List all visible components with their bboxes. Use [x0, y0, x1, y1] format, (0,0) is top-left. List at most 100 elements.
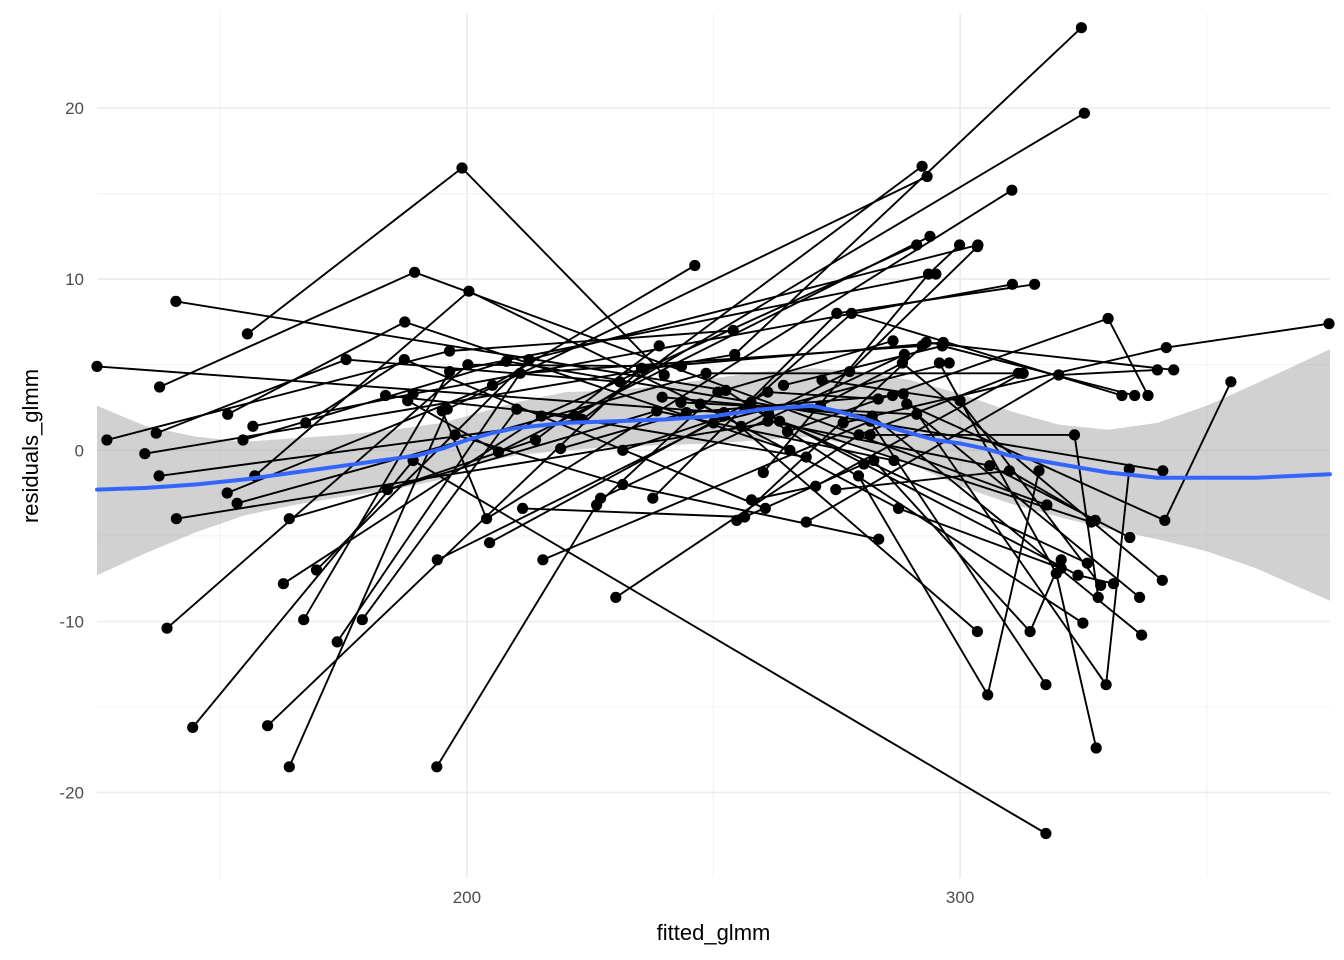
data-point: [830, 484, 842, 496]
data-point: [1089, 514, 1101, 527]
data-point: [1006, 278, 1019, 290]
data-point: [456, 162, 468, 174]
data-point: [449, 429, 461, 441]
y-tick-label: 0: [75, 441, 84, 460]
data-point: [154, 381, 166, 393]
data-point: [943, 357, 955, 369]
data-point: [954, 395, 966, 407]
data-point: [731, 514, 743, 527]
data-point: [150, 427, 162, 439]
data-point: [399, 316, 411, 328]
data-point: [591, 499, 603, 511]
data-point: [984, 460, 996, 472]
y-tick-label: 10: [65, 270, 84, 289]
data-point: [161, 622, 173, 634]
smooth-line: [95, 403, 1332, 492]
data-point: [1078, 107, 1090, 119]
data-point: [936, 340, 948, 352]
data-point: [800, 516, 812, 528]
data-point: [700, 367, 712, 379]
data-point: [221, 487, 233, 499]
data-point: [381, 484, 394, 496]
data-point: [431, 554, 443, 566]
data-point: [1151, 364, 1163, 376]
data-point: [298, 614, 310, 626]
data-point: [864, 429, 876, 441]
data-point: [231, 497, 243, 509]
data-point: [139, 448, 151, 460]
confidence-ribbon: [97, 349, 1330, 601]
data-point: [933, 357, 946, 369]
data-point: [896, 357, 909, 369]
data-point: [511, 403, 523, 415]
data-point: [852, 470, 865, 482]
data-point: [463, 285, 475, 297]
data-point: [617, 444, 629, 456]
data-point: [170, 513, 182, 525]
data-point: [1024, 626, 1036, 638]
data-point: [481, 513, 493, 525]
data-point: [1225, 376, 1237, 388]
data-point: [1157, 465, 1169, 477]
data-point: [153, 470, 165, 482]
data-point: [431, 761, 443, 773]
data-point: [1156, 574, 1168, 586]
data-point: [535, 410, 548, 422]
data-point: [729, 348, 741, 361]
confidence-ribbon-layer: [97, 349, 1330, 601]
data-point: [187, 721, 199, 734]
x-tick-label: 300: [946, 888, 974, 907]
data-point: [1029, 278, 1041, 290]
data-point: [901, 398, 913, 410]
data-point: [462, 359, 474, 371]
data-point: [170, 295, 182, 307]
data-point: [617, 478, 629, 491]
data-point: [1136, 629, 1148, 641]
data-point: [537, 554, 549, 566]
data-point: [569, 410, 582, 422]
data-point: [727, 324, 739, 337]
data-point: [873, 533, 885, 545]
data-point: [763, 408, 775, 420]
data-point: [241, 328, 253, 340]
data-point: [745, 396, 757, 408]
data-point: [982, 689, 994, 701]
data-point: [614, 376, 626, 388]
data-point: [924, 230, 936, 242]
data-point: [892, 502, 905, 514]
data-point: [762, 386, 774, 398]
data-point: [675, 360, 688, 372]
data-point: [101, 434, 113, 446]
data-point: [529, 434, 542, 446]
data-point: [922, 268, 935, 280]
data-point: [1050, 567, 1062, 580]
data-point: [810, 480, 822, 492]
x-axis-title: fitted_glmm: [657, 920, 771, 945]
data-point: [398, 354, 410, 366]
data-point: [1033, 465, 1045, 477]
data-point: [1016, 367, 1028, 379]
data-point: [735, 420, 747, 432]
data-point: [971, 241, 984, 253]
data-point: [514, 367, 526, 379]
data-point: [774, 415, 786, 427]
data-point: [1053, 369, 1065, 381]
data-point: [409, 266, 421, 278]
data-point: [486, 379, 499, 391]
data-point: [846, 307, 858, 319]
data-point: [658, 369, 670, 381]
data-point: [444, 366, 456, 378]
data-point: [1116, 389, 1128, 402]
data-point: [1072, 569, 1084, 581]
data-point: [844, 366, 856, 378]
data-point: [911, 239, 923, 251]
data-point: [886, 389, 899, 402]
data-point: [680, 407, 693, 419]
data-point: [1041, 499, 1053, 511]
data-point: [1168, 364, 1180, 376]
data-point: [1040, 827, 1052, 840]
data-point: [356, 614, 368, 626]
data-point: [911, 408, 923, 420]
data-point: [222, 408, 234, 420]
